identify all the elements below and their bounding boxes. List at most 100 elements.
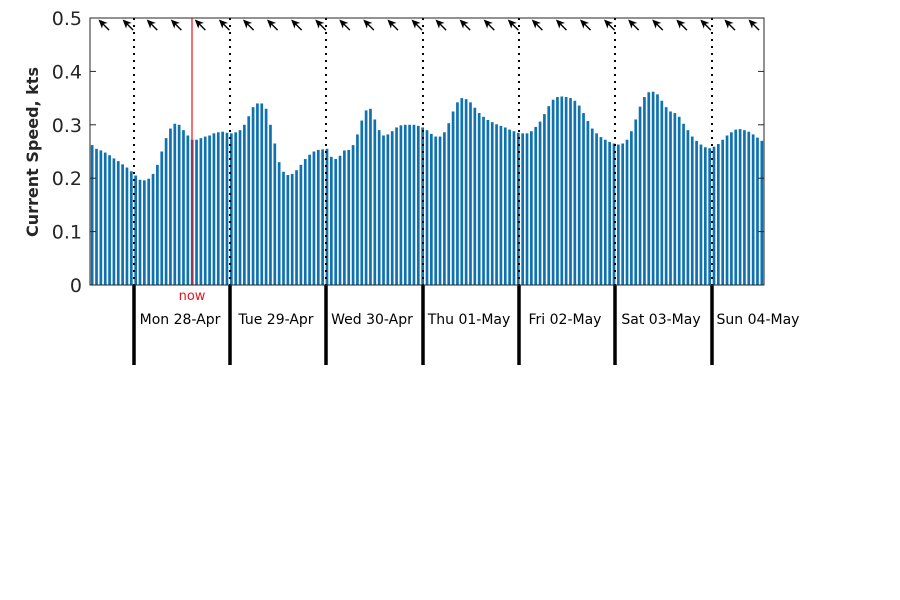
bar xyxy=(299,164,303,285)
day-labels: Mon 28-Apr Tue 29-Apr Wed 30-Apr Thu 01-May… xyxy=(140,312,800,328)
bar xyxy=(747,131,751,285)
bar xyxy=(269,124,272,285)
bar xyxy=(138,179,142,285)
bar xyxy=(195,139,198,285)
bar xyxy=(716,144,720,285)
bar xyxy=(360,120,364,285)
bar xyxy=(116,161,120,285)
y-tick-label: 0.4 xyxy=(52,61,82,83)
bar xyxy=(325,148,329,285)
bar xyxy=(247,116,251,285)
current-direction-arrow-icon xyxy=(603,19,616,31)
bar xyxy=(547,106,551,285)
bar xyxy=(712,146,716,285)
bar xyxy=(208,135,211,285)
bar xyxy=(730,132,733,285)
current-direction-arrow-icon xyxy=(170,19,182,31)
bar xyxy=(295,170,298,285)
bar xyxy=(129,171,133,285)
bar xyxy=(282,171,285,285)
bar xyxy=(256,103,259,285)
bar xyxy=(599,137,603,285)
current-direction-arrow-icon xyxy=(579,19,592,31)
bar xyxy=(582,113,585,285)
bar xyxy=(651,91,655,285)
bar xyxy=(456,102,459,286)
bar xyxy=(738,129,742,285)
bar xyxy=(473,107,477,286)
bar xyxy=(495,124,498,286)
bar xyxy=(199,138,203,285)
direction-arrows xyxy=(98,19,760,31)
y-tick-label: 0.2 xyxy=(52,168,82,190)
bar xyxy=(273,143,277,285)
current-direction-arrow-icon xyxy=(315,19,327,31)
bar xyxy=(308,154,311,285)
bar xyxy=(147,178,151,285)
bar xyxy=(634,119,638,286)
bar xyxy=(669,111,672,285)
bar xyxy=(564,97,568,285)
day-label: Sat 03-May xyxy=(621,312,700,328)
bar xyxy=(303,158,307,285)
current-direction-arrow-icon xyxy=(291,19,303,31)
y-tick-label: 0.3 xyxy=(52,115,82,137)
bar xyxy=(212,133,216,285)
current-direction-arrow-icon xyxy=(411,19,423,31)
bar xyxy=(682,123,685,285)
bar xyxy=(660,100,664,286)
bar xyxy=(664,107,668,286)
current-direction-arrow-icon xyxy=(724,19,736,31)
current-direction-arrow-icon xyxy=(194,19,206,31)
day-label: Mon 28-Apr xyxy=(140,312,221,328)
bar xyxy=(182,130,185,285)
bar xyxy=(90,145,94,285)
current-direction-arrow-icon xyxy=(531,19,543,31)
current-direction-arrow-icon xyxy=(507,19,519,31)
bar xyxy=(477,113,481,285)
bar xyxy=(290,173,294,285)
day-separators xyxy=(132,18,714,365)
bar xyxy=(143,180,146,285)
current-direction-arrow-icon xyxy=(435,19,447,31)
y-tick-label: 0.1 xyxy=(52,222,82,244)
day-label: Sun 04-May xyxy=(717,312,800,328)
bar xyxy=(538,121,542,285)
bar xyxy=(251,107,255,286)
bar xyxy=(364,110,368,285)
bar xyxy=(760,140,764,285)
bar xyxy=(543,114,546,286)
bar xyxy=(108,155,111,285)
bar xyxy=(277,162,281,285)
bar xyxy=(643,97,646,285)
bar xyxy=(656,94,659,285)
bar xyxy=(329,156,333,285)
current-direction-arrow-icon xyxy=(483,19,495,31)
bar xyxy=(316,149,320,285)
bar xyxy=(734,129,738,285)
bar xyxy=(412,124,416,285)
bar xyxy=(573,100,577,286)
bar xyxy=(99,150,103,285)
bar xyxy=(560,96,564,285)
bar xyxy=(490,122,494,285)
bar xyxy=(151,173,155,285)
bar xyxy=(112,158,116,285)
bar xyxy=(482,116,485,285)
bar xyxy=(499,125,503,286)
bar xyxy=(725,135,729,285)
bar xyxy=(369,108,372,285)
bar xyxy=(595,133,598,285)
current-direction-arrow-icon xyxy=(98,19,110,31)
bar xyxy=(399,125,403,285)
now-marker: now xyxy=(179,18,206,304)
bar xyxy=(95,148,98,285)
bar xyxy=(321,149,324,285)
bar xyxy=(186,135,190,285)
bar xyxy=(525,133,529,285)
bar xyxy=(173,123,177,285)
bar xyxy=(338,155,342,285)
bar xyxy=(447,123,451,285)
bar xyxy=(743,130,746,285)
bar xyxy=(225,132,229,285)
